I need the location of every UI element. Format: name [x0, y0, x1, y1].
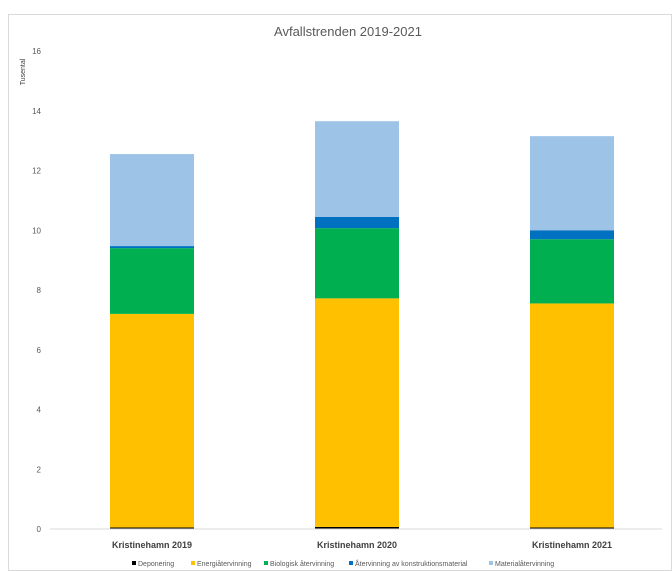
bar-segment [530, 136, 614, 231]
legend-label: Deponering [138, 561, 174, 568]
y-tick-label: 0 [37, 525, 42, 534]
bar-segment [110, 313, 194, 528]
legend-swatch [489, 561, 493, 565]
bar-segment [530, 303, 614, 528]
legend: Deponering Energiåtervinning Biologisk åte… [132, 559, 554, 568]
bar-segment [315, 228, 399, 299]
category-label: Kristinehamn 2020 [317, 540, 397, 550]
bar-segment [110, 154, 194, 247]
legend-label: Materialåtervinning [495, 560, 554, 568]
y-tick-label: 2 [37, 465, 42, 474]
bar-segment [110, 527, 194, 529]
bar-segment [315, 298, 399, 527]
y-tick-label: 6 [37, 346, 42, 355]
category-labels: Kristinehamn 2019 Kristinehamn 2020 Kristi… [112, 540, 612, 550]
legend-label: Återvinning av konstruktionsmaterial [355, 559, 468, 568]
chart-title: Avfallstrenden 2019-2021 [274, 24, 422, 39]
legend-swatch [191, 561, 195, 565]
bar-segment [530, 239, 614, 304]
bar-segment [530, 527, 614, 529]
bars [110, 121, 614, 529]
category-label: Kristinehamn 2021 [532, 540, 612, 550]
y-tick-label: 8 [37, 286, 42, 295]
bar-segment [315, 526, 399, 529]
y-tick-label: 10 [32, 226, 41, 235]
y-tick-label: 12 [32, 167, 41, 176]
y-tick-label: 4 [37, 406, 42, 415]
bar-segment [315, 216, 399, 229]
y-tick-label: 16 [32, 47, 41, 56]
legend-label: Energiåtervinning [197, 560, 252, 568]
legend-swatch [349, 561, 353, 565]
bar-segment [110, 248, 194, 314]
category-label: Kristinehamn 2019 [112, 540, 192, 550]
bar-segment [530, 230, 614, 240]
legend-swatch [132, 561, 136, 565]
y-tick-label: 14 [32, 107, 41, 116]
legend-label: Biologisk återvinning [270, 560, 334, 568]
legend-swatch [264, 561, 268, 565]
bar-segment [315, 121, 399, 217]
bar-segment [110, 246, 194, 249]
y-axis-ticks: 0 2 4 6 8 10 12 14 16 [32, 47, 41, 534]
y-axis-label: Tusental [20, 58, 27, 85]
